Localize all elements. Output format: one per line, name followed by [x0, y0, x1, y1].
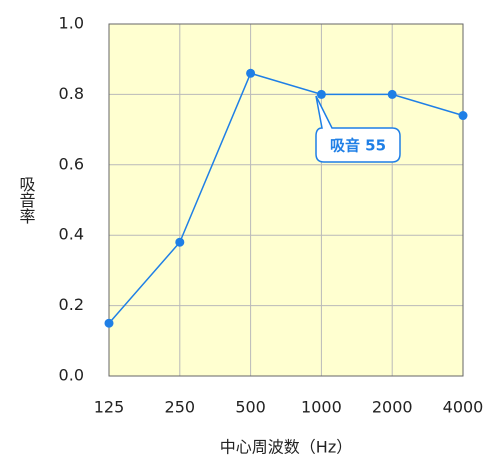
data-point: [458, 111, 468, 121]
x-tick-label: 125: [94, 398, 125, 417]
x-tick-label: 1000: [301, 398, 342, 417]
data-point: [387, 89, 397, 99]
data-line: [108, 72, 464, 324]
data-point: [175, 237, 185, 247]
y-tick-label: 0.0: [59, 366, 84, 385]
x-tick-label: 250: [165, 398, 196, 417]
x-tick-label: 4000: [443, 398, 484, 417]
y-tick-label: 0.2: [59, 295, 84, 314]
data-point: [104, 318, 114, 328]
data-point: [246, 68, 256, 78]
y-tick-label: 1.0: [59, 14, 84, 33]
x-axis-label: 中心周波数（Hz）: [220, 438, 352, 457]
plot-border: [108, 23, 464, 377]
data-point: [316, 89, 326, 99]
x-tick-label: 2000: [372, 398, 413, 417]
y-tick-label: 0.4: [59, 225, 84, 244]
annotation-text: 吸音 55: [330, 137, 386, 155]
annotation-box: [315, 95, 401, 163]
y-tick-label: 0.6: [59, 154, 84, 173]
plot-area: [109, 24, 463, 376]
y-tick-label: 0.8: [59, 84, 84, 103]
y-axis-label: 吸音率: [17, 176, 36, 224]
x-tick-label: 500: [235, 398, 266, 417]
